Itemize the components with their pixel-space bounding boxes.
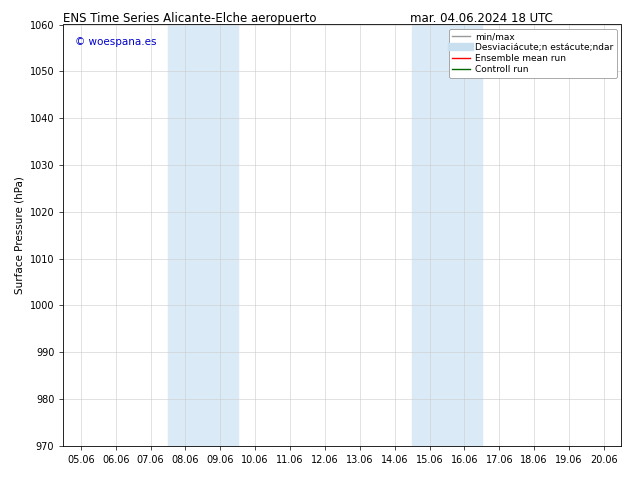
Legend: min/max, Desviaciácute;n estácute;ndar, Ensemble mean run, Controll run: min/max, Desviaciácute;n estácute;ndar, … <box>449 29 617 77</box>
Bar <box>168 24 238 446</box>
Text: © woespana.es: © woespana.es <box>75 37 156 47</box>
Text: mar. 04.06.2024 18 UTC: mar. 04.06.2024 18 UTC <box>410 12 553 25</box>
Y-axis label: Surface Pressure (hPa): Surface Pressure (hPa) <box>14 176 24 294</box>
Bar <box>412 24 482 446</box>
Text: ENS Time Series Alicante-Elche aeropuerto: ENS Time Series Alicante-Elche aeropuert… <box>63 12 317 25</box>
